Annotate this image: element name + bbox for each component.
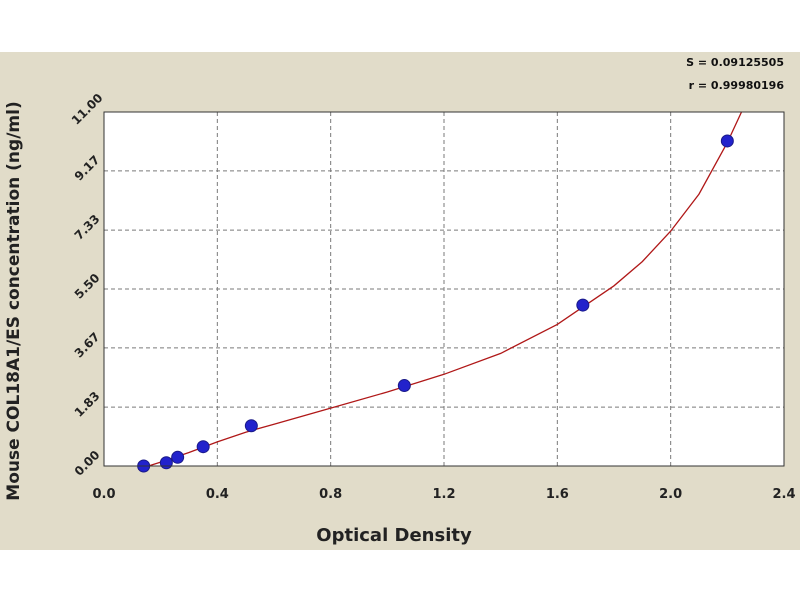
- plot-border: [103, 111, 785, 467]
- y-tick-label: 9.17: [72, 153, 103, 184]
- data-point: [576, 298, 590, 312]
- y-tick-labels: 0.00 1.83 3.67 5.50 7.33 9.17 11.00: [69, 91, 106, 479]
- fit-curve: [137, 111, 743, 470]
- y-tick-label: 7.33: [72, 212, 103, 243]
- x-tick-label: 0.0: [92, 487, 115, 502]
- data-point: [244, 419, 258, 433]
- x-tick-labels: 0.0 0.4 0.8 1.2 1.6 2.0 2.4: [92, 487, 795, 502]
- data-points: [137, 134, 734, 473]
- data-point: [196, 440, 210, 454]
- x-tick-label: 0.8: [319, 487, 342, 502]
- x-tick-label: 2.4: [772, 487, 795, 502]
- y-tick-label: 0.00: [72, 448, 103, 479]
- data-point: [159, 456, 173, 470]
- x-tick-label: 1.2: [432, 487, 455, 502]
- x-tick-label: 0.4: [206, 487, 229, 502]
- x-axis-label: Optical Density: [316, 525, 472, 546]
- stat-s: S = 0.09125505: [686, 56, 784, 69]
- stat-r: r = 0.99980196: [689, 79, 785, 92]
- x-tick-label: 2.0: [659, 487, 682, 502]
- y-tick-label: 5.50: [72, 271, 103, 302]
- y-tick-label: 3.67: [72, 330, 103, 361]
- data-point: [171, 450, 185, 464]
- grid: [104, 112, 784, 466]
- y-axis-label: Mouse COL18A1/ES concentration (ng/ml): [4, 101, 24, 500]
- data-point: [397, 379, 411, 393]
- y-tick-label: 1.83: [72, 389, 103, 420]
- data-point: [720, 134, 734, 148]
- y-tick-label: 11.00: [69, 91, 106, 128]
- x-tick-label: 1.6: [546, 487, 569, 502]
